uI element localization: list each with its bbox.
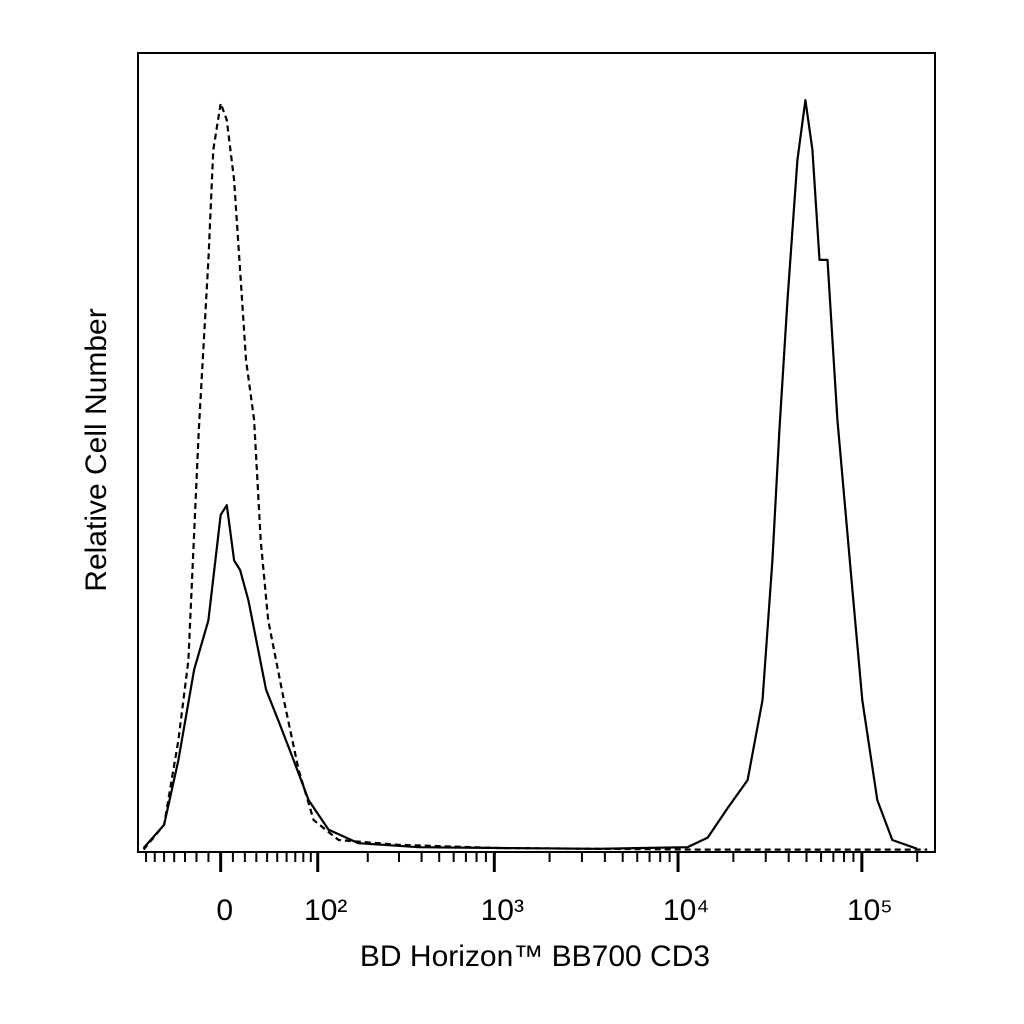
- x-tick-label: 10²: [304, 894, 347, 927]
- histogram-line: [142, 102, 928, 851]
- x-axis-title: BD Horizon™ BB700 CD3: [360, 940, 710, 973]
- x-tick-label: 0: [216, 894, 233, 927]
- y-axis-title: Relative Cell Number: [80, 308, 113, 591]
- x-tick-label: 10⁴: [663, 894, 709, 927]
- x-tick-label: 10⁵: [847, 894, 893, 927]
- plot-frame: [137, 52, 936, 853]
- x-tick-label: 10³: [481, 894, 524, 927]
